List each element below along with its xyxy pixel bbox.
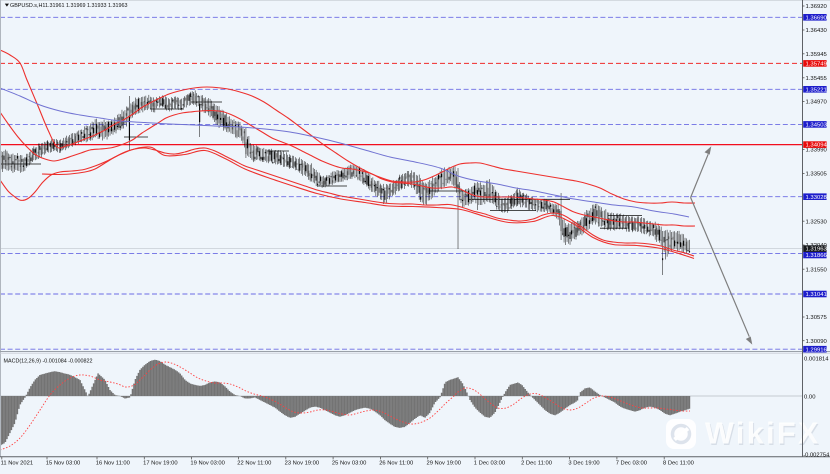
svg-text:1.30090: 1.30090 bbox=[806, 339, 828, 345]
svg-text:1.33505: 1.33505 bbox=[806, 172, 828, 178]
svg-text:0.001814: 0.001814 bbox=[804, 357, 829, 363]
svg-text:23 Nov 19:00: 23 Nov 19:00 bbox=[285, 460, 319, 466]
svg-text:8 Dec 11:00: 8 Dec 11:00 bbox=[663, 460, 694, 466]
svg-text:1.34503: 1.34503 bbox=[806, 123, 828, 129]
svg-text:7 Dec 03:00: 7 Dec 03:00 bbox=[616, 460, 647, 466]
svg-text:GBPUSD.s,H1: GBPUSD.s,H1 bbox=[10, 3, 45, 9]
svg-text:1.36920: 1.36920 bbox=[806, 4, 828, 10]
svg-text:1.30575: 1.30575 bbox=[806, 315, 828, 321]
svg-text:19 Nov 03:00: 19 Nov 03:00 bbox=[190, 460, 224, 466]
svg-text:1.36690: 1.36690 bbox=[806, 15, 828, 21]
svg-text:1.34970: 1.34970 bbox=[806, 100, 828, 106]
svg-text:WikiFX: WikiFX bbox=[706, 418, 822, 452]
svg-text:16 Nov 11:00: 16 Nov 11:00 bbox=[96, 460, 130, 466]
svg-text:1.36430: 1.36430 bbox=[806, 28, 828, 34]
svg-text:2 Dec 11:00: 2 Dec 11:00 bbox=[521, 460, 552, 466]
svg-text:1.34094: 1.34094 bbox=[806, 143, 828, 149]
svg-text:1.35749: 1.35749 bbox=[806, 62, 827, 68]
svg-text:22 Nov 11:00: 22 Nov 11:00 bbox=[237, 460, 271, 466]
svg-text:1.31961 1.31969 1.31933 1.3196: 1.31961 1.31969 1.31933 1.31963 bbox=[45, 3, 127, 9]
svg-text:-0.002754: -0.002754 bbox=[803, 453, 830, 459]
svg-text:29 Nov 19:00: 29 Nov 19:00 bbox=[427, 460, 461, 466]
svg-text:1.33028: 1.33028 bbox=[806, 195, 828, 201]
svg-text:17 Nov 19:00: 17 Nov 19:00 bbox=[143, 460, 177, 466]
svg-text:1.35221: 1.35221 bbox=[806, 87, 827, 93]
svg-text:25 Nov 03:00: 25 Nov 03:00 bbox=[332, 460, 366, 466]
svg-text:3 Dec 19:00: 3 Dec 19:00 bbox=[568, 460, 599, 466]
svg-text:1.33990: 1.33990 bbox=[806, 148, 828, 154]
svg-text:1.29916: 1.29916 bbox=[806, 347, 828, 353]
svg-text:WikiFX: WikiFX bbox=[705, 417, 821, 451]
svg-text:1.35945: 1.35945 bbox=[806, 52, 828, 58]
svg-text:1 Dec 03:00: 1 Dec 03:00 bbox=[474, 460, 505, 466]
svg-text:26 Nov 11:00: 26 Nov 11:00 bbox=[379, 460, 413, 466]
svg-text:1.31550: 1.31550 bbox=[806, 267, 828, 273]
svg-text:15 Nov 03:00: 15 Nov 03:00 bbox=[46, 460, 80, 466]
svg-text:11 Nov 2021: 11 Nov 2021 bbox=[1, 460, 33, 466]
svg-text:MACD(12,26,9) -0.001084 -0.000: MACD(12,26,9) -0.001084 -0.000822 bbox=[4, 358, 93, 364]
svg-text:1.31963: 1.31963 bbox=[806, 247, 828, 253]
svg-text:1.32530: 1.32530 bbox=[806, 219, 828, 225]
svg-text:1.31866: 1.31866 bbox=[806, 253, 828, 259]
svg-text:1.35455: 1.35455 bbox=[806, 76, 828, 82]
svg-text:1.31041: 1.31041 bbox=[806, 292, 827, 298]
svg-text:0.00: 0.00 bbox=[804, 394, 816, 400]
